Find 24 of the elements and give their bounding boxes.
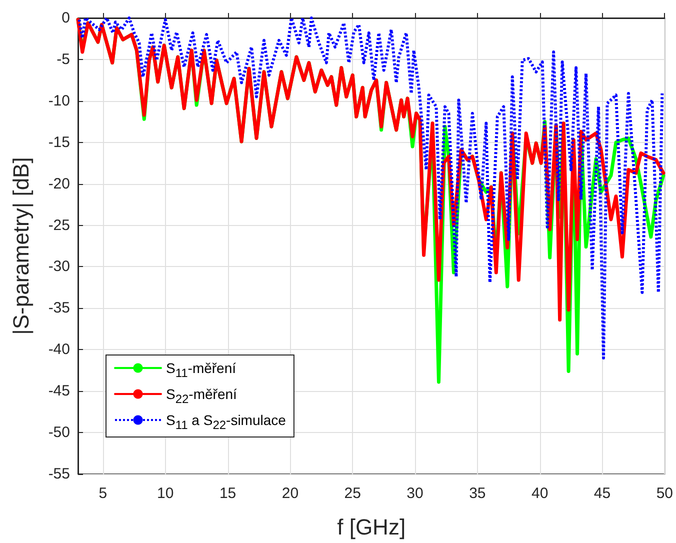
x-tick-label: 25 (344, 485, 361, 502)
x-tick-label: 40 (531, 485, 548, 502)
x-tick-label: 35 (469, 485, 486, 502)
y-tick-label: -45 (48, 382, 70, 400)
y-tick-label: -40 (48, 341, 70, 358)
y-tick-label: -10 (48, 92, 70, 110)
x-axis-title: f [GHz] (337, 514, 406, 540)
y-axis-title: |S-parametry| [dB] (8, 157, 34, 335)
y-tick-label: -35 (48, 300, 70, 317)
x-tick-label: 20 (282, 485, 299, 502)
x-tick-label: 50 (656, 485, 673, 502)
x-tick-label: 5 (98, 485, 108, 502)
y-tick-label: -50 (48, 424, 70, 442)
y-tick-label: -20 (48, 175, 70, 192)
y-tick-label: -30 (48, 258, 70, 276)
y-tick-label: 0 (62, 10, 70, 26)
x-tick-label: 15 (219, 485, 236, 502)
y-tick-label: -25 (48, 216, 70, 234)
x-tick-label: 45 (594, 485, 611, 502)
x-tick-label: 30 (406, 485, 424, 502)
y-tick-label: -15 (48, 134, 70, 151)
y-tick-label: -5 (56, 50, 70, 68)
x-tick-label: 10 (157, 485, 174, 502)
y-tick-label: -55 (48, 466, 70, 482)
